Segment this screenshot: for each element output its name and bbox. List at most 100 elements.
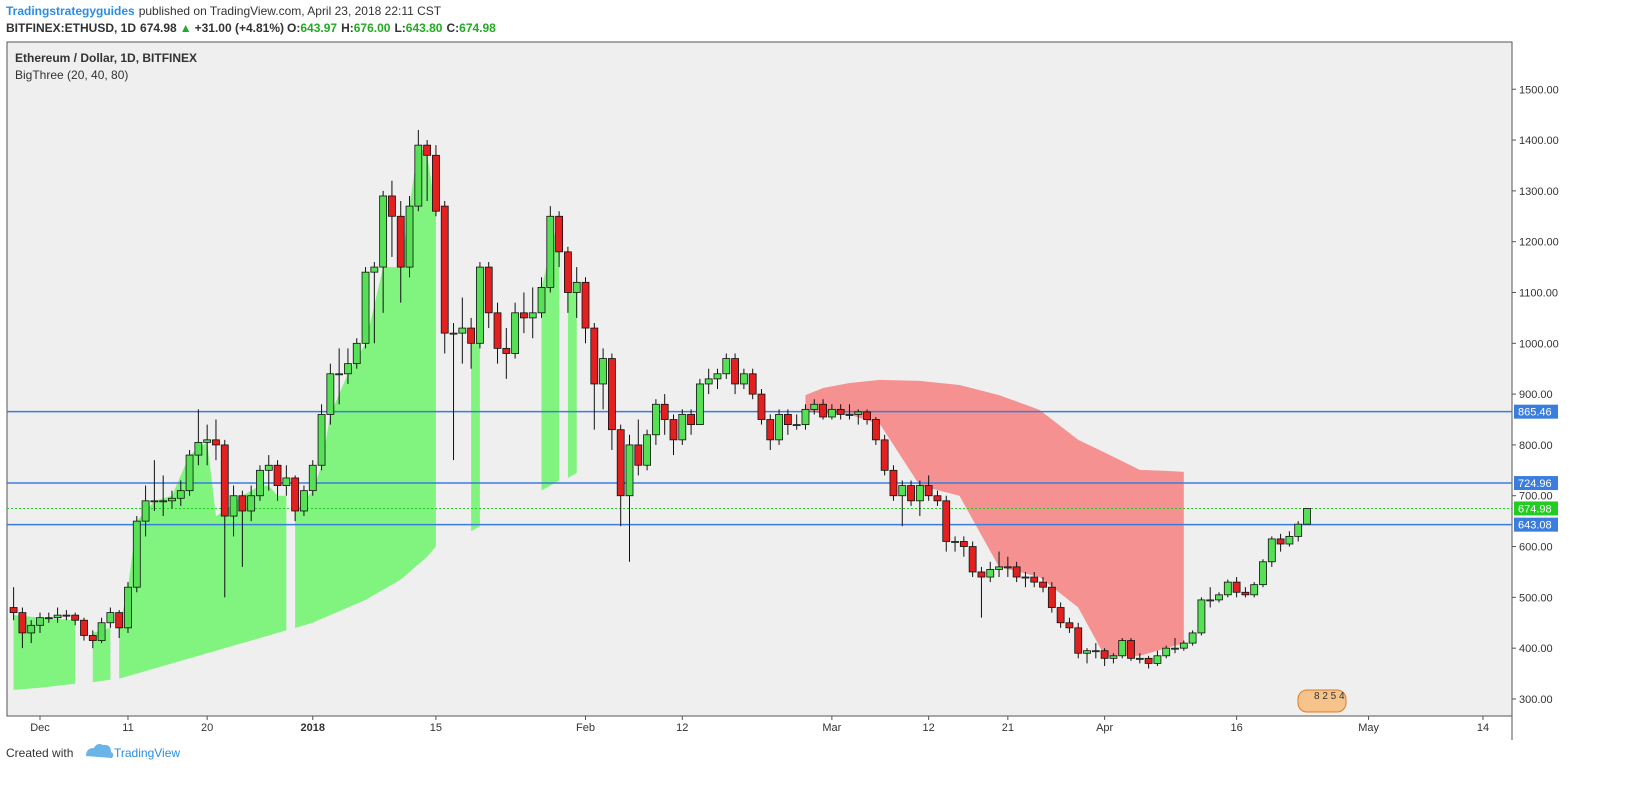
candle-body	[1232, 581, 1241, 593]
candle-body	[212, 439, 220, 446]
candle-body	[1267, 538, 1276, 563]
ohlc-value: 674.98	[459, 21, 496, 35]
candle-body	[968, 546, 977, 573]
candle-body	[977, 571, 986, 578]
candle-body	[775, 414, 783, 441]
candle-body	[959, 541, 968, 547]
price-label: 865.46	[1518, 407, 1552, 419]
candle-body	[1109, 655, 1118, 659]
candle-body	[801, 408, 810, 426]
candle-body	[836, 408, 845, 415]
x-tick-label: 16	[1230, 722, 1242, 734]
candle-body	[256, 469, 264, 497]
price-label: 724.96	[1518, 478, 1552, 490]
candle-body	[1039, 581, 1047, 588]
ohlc-label: C:	[446, 21, 459, 35]
candle-body	[493, 312, 502, 349]
candle-body	[220, 444, 229, 517]
candle-body	[132, 520, 141, 588]
candle-body	[845, 414, 854, 416]
header-line-1: Tradingstrategyguides published on Tradin…	[6, 4, 442, 18]
candle-body	[440, 205, 449, 334]
candle-body	[572, 281, 581, 293]
x-tick-label: Mar	[822, 722, 841, 734]
candle-body	[1144, 657, 1153, 664]
chart-title: Ethereum / Dollar, 1D, BITFINEX	[15, 51, 197, 65]
candle-body	[933, 495, 942, 502]
y-tick-label: 400.00	[1519, 643, 1553, 655]
candle-body	[687, 414, 695, 426]
candle-body	[300, 490, 308, 512]
y-tick-label: 1200.00	[1519, 237, 1559, 249]
candle-body	[748, 373, 757, 395]
price-label-box	[1514, 517, 1558, 532]
candle-body	[766, 419, 775, 441]
candle-body	[863, 411, 871, 420]
candle-body	[308, 464, 317, 492]
ohlc-value: 676.00	[354, 21, 391, 35]
candle-body	[36, 617, 44, 626]
ohlc-value: 643.80	[406, 21, 443, 35]
footer-brand[interactable]: TradingView	[114, 746, 180, 760]
candle-body	[352, 342, 361, 365]
y-tick-label: 900.00	[1519, 389, 1553, 401]
candle-body	[9, 607, 18, 614]
candle-body	[783, 414, 792, 426]
price-label: 643.08	[1518, 520, 1552, 532]
candle-body	[1135, 657, 1144, 660]
candle-body	[1003, 566, 1012, 569]
candle-body	[995, 566, 1003, 570]
indicator-area	[471, 343, 480, 532]
candle-body	[423, 144, 432, 156]
candle-body	[80, 619, 88, 636]
candle-body	[898, 485, 907, 497]
y-tick-label: 1000.00	[1519, 338, 1559, 350]
candle-body	[291, 477, 300, 512]
candle-body	[1206, 599, 1215, 602]
candle-body	[1100, 650, 1109, 659]
candle-body	[326, 373, 335, 415]
candle-body	[1153, 655, 1162, 664]
candle-body	[528, 312, 537, 319]
candle-body	[1030, 576, 1039, 583]
candle-body	[739, 373, 748, 385]
candle-body	[907, 485, 915, 502]
candle-body	[502, 347, 511, 354]
candle-body	[88, 635, 97, 641]
candle-body	[203, 439, 212, 443]
price-label: 674.98	[1518, 503, 1552, 515]
candle-body	[238, 495, 247, 512]
candle-body	[1294, 523, 1303, 537]
publisher[interactable]: Tradingstrategyguides	[6, 4, 135, 18]
candle-body	[722, 358, 731, 375]
candle-body	[1188, 632, 1197, 644]
candle-body	[643, 434, 651, 466]
candle-body	[1259, 561, 1267, 586]
candle-body	[581, 281, 590, 329]
badge-text: 8 2 5 4	[1314, 691, 1345, 702]
candle-body	[616, 429, 625, 497]
candle-body	[1021, 576, 1030, 579]
candle-body	[1241, 591, 1250, 596]
candle-body	[1065, 622, 1074, 629]
candle-body	[651, 403, 660, 436]
candle-body	[608, 358, 616, 431]
candle-body	[27, 624, 36, 634]
x-tick-label: 12	[676, 722, 688, 734]
y-tick-label: 1100.00	[1519, 287, 1558, 299]
candle-body	[370, 266, 379, 273]
candle-body	[871, 419, 880, 441]
price-label-box	[1514, 501, 1558, 516]
y-tick-label: 1500.00	[1519, 84, 1559, 96]
y-tick-label: 300.00	[1519, 694, 1553, 706]
candle-body	[484, 266, 493, 314]
candle-body	[660, 403, 669, 420]
candle-body	[1047, 586, 1056, 608]
candle-body	[792, 424, 801, 427]
candle-body	[537, 287, 546, 314]
indicator-area	[295, 145, 436, 628]
candle-body	[1074, 627, 1083, 654]
symbol: BITFINEX:ETHUSD, 1D	[6, 21, 136, 35]
candle-body	[520, 312, 528, 319]
candle-body	[819, 403, 827, 418]
